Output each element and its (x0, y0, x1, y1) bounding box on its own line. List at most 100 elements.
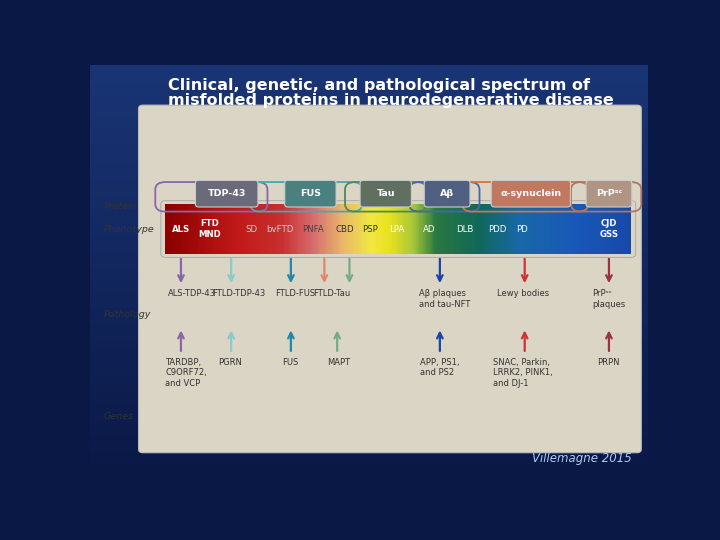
Polygon shape (593, 204, 594, 254)
Polygon shape (339, 204, 340, 254)
Polygon shape (387, 204, 388, 254)
Polygon shape (405, 204, 407, 254)
Polygon shape (284, 204, 285, 254)
Polygon shape (534, 204, 536, 254)
Polygon shape (617, 204, 618, 254)
Polygon shape (462, 204, 464, 254)
Polygon shape (403, 204, 404, 254)
Polygon shape (585, 204, 586, 254)
Text: Aβ: Aβ (440, 189, 454, 198)
Polygon shape (241, 204, 242, 254)
Text: FUS: FUS (282, 358, 299, 367)
Polygon shape (571, 204, 572, 254)
Polygon shape (264, 204, 266, 254)
Polygon shape (458, 204, 459, 254)
Polygon shape (513, 204, 515, 254)
Polygon shape (349, 204, 351, 254)
Polygon shape (503, 204, 504, 254)
Polygon shape (494, 204, 495, 254)
FancyBboxPatch shape (138, 105, 642, 453)
Polygon shape (396, 204, 397, 254)
Polygon shape (472, 204, 473, 254)
Polygon shape (566, 204, 567, 254)
Polygon shape (621, 204, 622, 254)
Polygon shape (166, 204, 168, 254)
Polygon shape (198, 204, 199, 254)
Polygon shape (451, 204, 452, 254)
Polygon shape (179, 204, 181, 254)
Polygon shape (334, 204, 336, 254)
Text: PRPN: PRPN (597, 358, 619, 367)
Polygon shape (488, 204, 489, 254)
Polygon shape (598, 204, 600, 254)
Polygon shape (446, 204, 447, 254)
Polygon shape (239, 204, 240, 254)
Polygon shape (411, 204, 413, 254)
Polygon shape (272, 204, 274, 254)
Polygon shape (189, 204, 190, 254)
Polygon shape (538, 204, 539, 254)
Polygon shape (560, 204, 562, 254)
Polygon shape (509, 204, 510, 254)
Polygon shape (310, 204, 311, 254)
Polygon shape (408, 204, 409, 254)
FancyBboxPatch shape (491, 180, 570, 207)
Polygon shape (369, 204, 370, 254)
Polygon shape (303, 204, 304, 254)
Polygon shape (187, 204, 189, 254)
Polygon shape (170, 204, 171, 254)
Polygon shape (302, 204, 303, 254)
Polygon shape (423, 204, 424, 254)
FancyBboxPatch shape (360, 180, 411, 207)
Text: ALS: ALS (172, 225, 190, 233)
Polygon shape (504, 204, 505, 254)
Polygon shape (455, 204, 456, 254)
Polygon shape (199, 204, 200, 254)
Polygon shape (549, 204, 550, 254)
Polygon shape (564, 204, 565, 254)
Polygon shape (274, 204, 275, 254)
Polygon shape (211, 204, 212, 254)
Polygon shape (413, 204, 415, 254)
Polygon shape (178, 204, 179, 254)
Polygon shape (292, 204, 294, 254)
Polygon shape (607, 204, 608, 254)
Polygon shape (622, 204, 623, 254)
Polygon shape (372, 204, 373, 254)
Polygon shape (531, 204, 532, 254)
Polygon shape (558, 204, 559, 254)
Polygon shape (324, 204, 325, 254)
Polygon shape (287, 204, 289, 254)
Polygon shape (205, 204, 206, 254)
Text: PD: PD (516, 225, 528, 233)
Polygon shape (235, 204, 236, 254)
Polygon shape (490, 204, 492, 254)
Polygon shape (477, 204, 479, 254)
Polygon shape (225, 204, 226, 254)
Polygon shape (296, 204, 297, 254)
Polygon shape (447, 204, 449, 254)
Polygon shape (511, 204, 513, 254)
Polygon shape (215, 204, 217, 254)
Polygon shape (260, 204, 261, 254)
Polygon shape (313, 204, 315, 254)
Polygon shape (383, 204, 384, 254)
Polygon shape (321, 204, 323, 254)
Polygon shape (183, 204, 184, 254)
Text: PNFA: PNFA (302, 225, 324, 233)
Polygon shape (449, 204, 451, 254)
Text: PGRN: PGRN (218, 358, 242, 367)
Polygon shape (276, 204, 277, 254)
Text: α-synuclein: α-synuclein (500, 189, 562, 198)
Polygon shape (436, 204, 437, 254)
Polygon shape (428, 204, 430, 254)
Polygon shape (596, 204, 598, 254)
Polygon shape (551, 204, 552, 254)
Polygon shape (248, 204, 249, 254)
Polygon shape (521, 204, 522, 254)
Text: Phenotype: Phenotype (104, 225, 155, 233)
Polygon shape (507, 204, 508, 254)
Polygon shape (603, 204, 605, 254)
Polygon shape (536, 204, 537, 254)
Polygon shape (219, 204, 220, 254)
